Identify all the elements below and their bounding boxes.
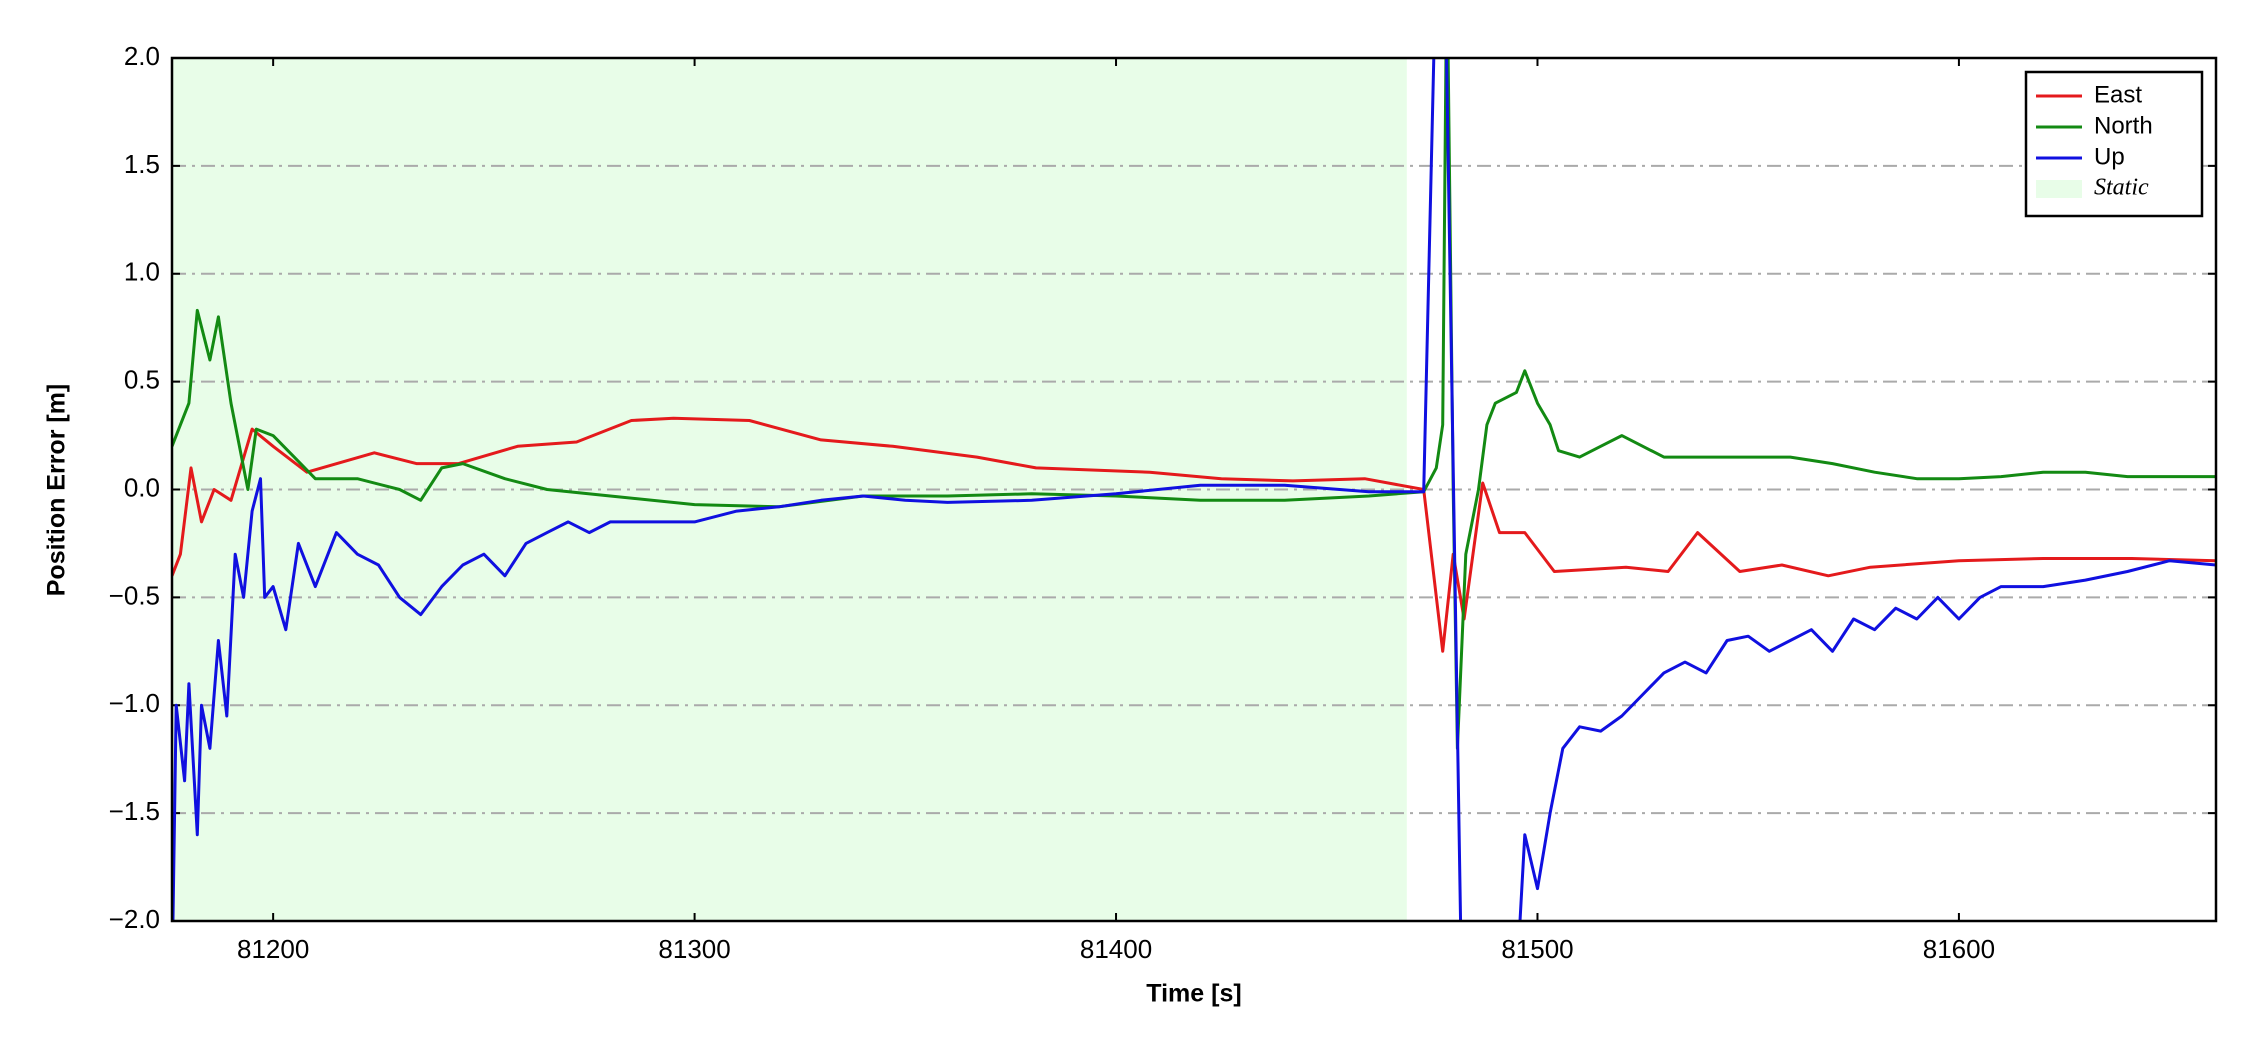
y-tick-label: −1.0 xyxy=(109,688,160,718)
plot-frame xyxy=(170,56,2218,923)
legend-label: Static xyxy=(2094,175,2149,201)
legend-label: Up xyxy=(2094,143,2125,170)
plot-lines xyxy=(172,58,2216,921)
data-line xyxy=(172,58,2216,921)
y-tick-label: −1.5 xyxy=(109,796,160,826)
y-tick-label: 1.0 xyxy=(124,257,160,287)
x-tick-label: 81400 xyxy=(1080,934,1152,964)
y-tick-label: 1.5 xyxy=(124,149,160,179)
y-tick-label: −0.5 xyxy=(109,580,160,610)
data-line xyxy=(172,58,2216,750)
legend-label: East xyxy=(2094,81,2142,108)
y-axis-label: Position Error [m] xyxy=(43,384,71,597)
y-tick-label: 0.5 xyxy=(124,365,160,395)
data-line xyxy=(172,416,2216,653)
y-tick-label: 2.0 xyxy=(124,41,160,71)
legend-label: North xyxy=(2094,112,2153,139)
y-tick-label: −2.0 xyxy=(109,904,160,934)
legend-swatch xyxy=(2036,180,2082,198)
x-axis-label: Time [s] xyxy=(1146,980,1241,1008)
x-tick-label: 81200 xyxy=(237,934,309,964)
y-tick-label: 0.0 xyxy=(124,472,160,502)
x-tick-label: 81300 xyxy=(658,934,730,964)
x-tick-label: 81600 xyxy=(1923,934,1995,964)
x-tick-label: 81500 xyxy=(1501,934,1573,964)
